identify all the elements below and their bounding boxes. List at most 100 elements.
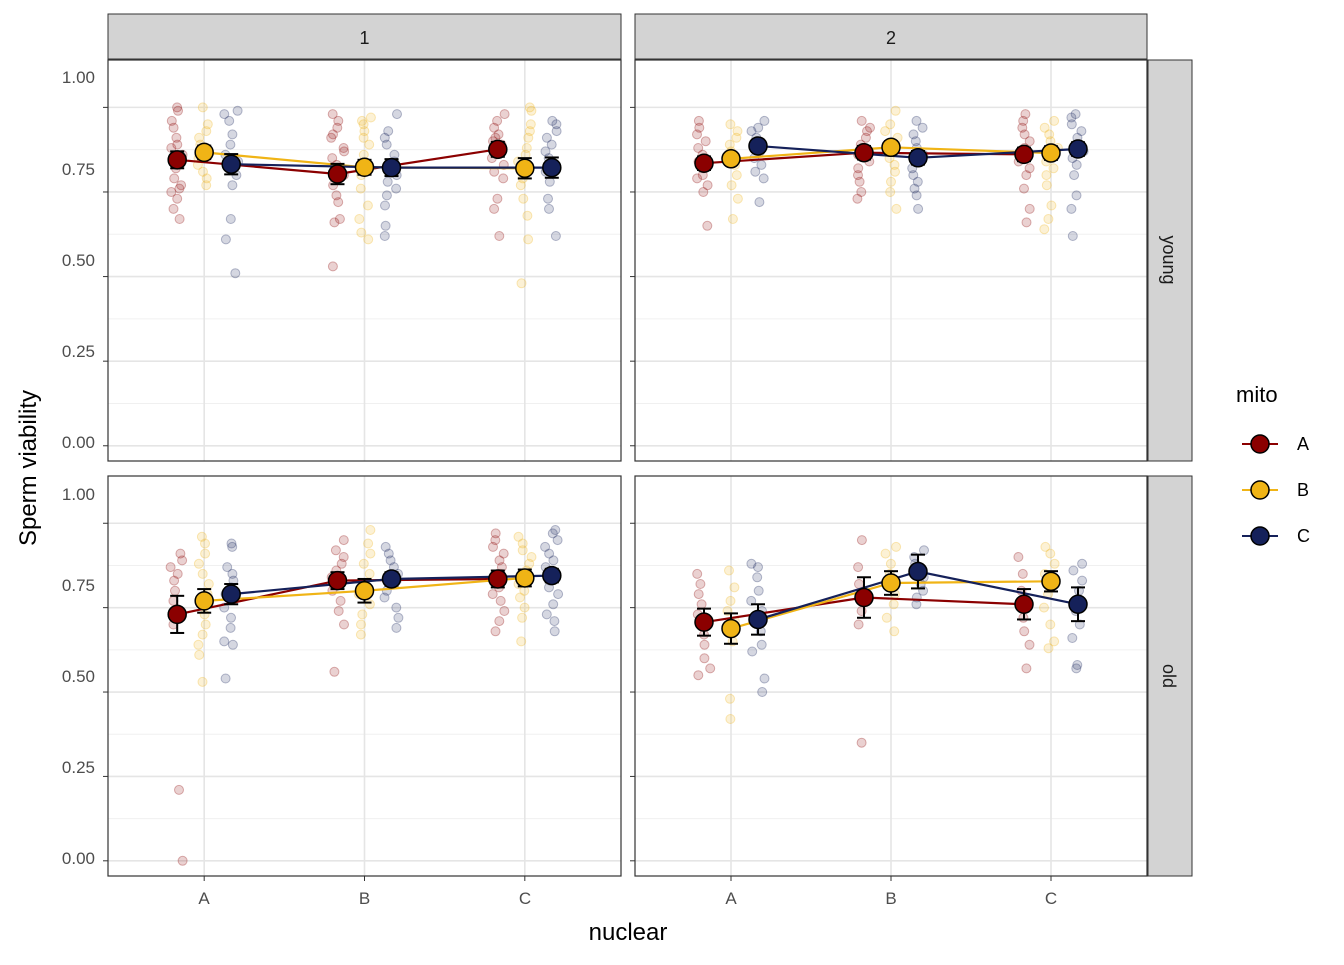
raw-point-a: [488, 541, 498, 552]
legend-label-a: A: [1297, 434, 1309, 454]
raw-point-b: [526, 105, 537, 116]
raw-point-a: [335, 595, 346, 606]
y-tick-label: 0.75: [62, 160, 95, 179]
mean-point-a: [488, 569, 508, 589]
raw-point-b: [890, 166, 900, 177]
raw-point-a: [1018, 115, 1029, 126]
raw-point-b: [517, 612, 528, 623]
mean-point-c: [908, 561, 928, 582]
raw-point-c: [757, 687, 768, 697]
y-tick-label: 0.50: [62, 251, 95, 270]
raw-point-c: [1067, 633, 1078, 643]
raw-point-b: [202, 119, 213, 130]
raw-point-c: [227, 541, 238, 552]
raw-point-b: [732, 126, 743, 137]
raw-point-b: [358, 558, 369, 569]
raw-point-b: [725, 119, 736, 130]
raw-point-a: [493, 129, 504, 140]
raw-point-b: [362, 200, 373, 211]
raw-point-a: [853, 163, 864, 174]
raw-point-a: [702, 180, 713, 191]
raw-point-c: [553, 589, 564, 600]
raw-point-b: [889, 159, 900, 170]
raw-point-c: [547, 115, 558, 126]
raw-point-a: [492, 193, 503, 204]
raw-point-a: [327, 261, 338, 272]
raw-point-b: [521, 143, 532, 153]
raw-point-a: [693, 143, 704, 153]
raw-point-c: [230, 268, 241, 279]
raw-point-a: [1024, 136, 1035, 147]
raw-point-b: [522, 210, 533, 221]
raw-point-c: [391, 622, 402, 633]
raw-point-c: [911, 115, 922, 126]
raw-point-c: [908, 129, 919, 140]
raw-point-a: [695, 579, 706, 589]
raw-point-a: [1024, 639, 1035, 650]
mean-point-b: [354, 157, 375, 178]
mean-point-c: [908, 148, 928, 168]
raw-point-b: [1048, 163, 1059, 174]
raw-point-b: [197, 629, 208, 640]
x-tick-label: C: [519, 889, 531, 908]
raw-point-a: [329, 217, 340, 228]
raw-point-b: [885, 119, 896, 130]
y-tick-label: 1.00: [62, 68, 95, 87]
raw-point-c: [551, 119, 562, 130]
raw-point-c: [750, 166, 761, 177]
raw-point-a: [694, 122, 705, 133]
raw-point-b: [889, 626, 900, 637]
raw-point-a: [329, 666, 340, 677]
raw-point-a: [339, 146, 350, 157]
raw-point-b: [890, 105, 901, 116]
col-strip-2-label: 2: [886, 28, 896, 48]
raw-point-b: [523, 234, 534, 245]
mean-point-c: [748, 136, 768, 156]
raw-point-c: [912, 176, 923, 187]
raw-point-c: [911, 599, 922, 610]
mean-point-c: [542, 157, 562, 178]
raw-point-b: [354, 214, 365, 224]
raw-point-c: [753, 562, 763, 573]
raw-point-b: [358, 132, 369, 143]
raw-point-b: [525, 119, 536, 130]
raw-point-c: [381, 190, 392, 201]
raw-point-a: [853, 619, 864, 630]
panel-border: [634, 475, 1148, 877]
raw-point-c: [226, 612, 236, 623]
raw-point-b: [1041, 170, 1052, 181]
raw-point-c: [380, 200, 390, 211]
raw-point-b: [357, 609, 368, 620]
raw-point-c: [227, 639, 238, 650]
raw-point-b: [1045, 548, 1056, 559]
raw-point-b: [732, 193, 743, 204]
mean-point-c: [381, 157, 402, 178]
raw-point-a: [693, 115, 704, 126]
raw-point-a: [693, 589, 704, 600]
raw-point-b: [725, 595, 736, 606]
raw-point-a: [327, 153, 338, 164]
raw-point-b: [517, 545, 528, 556]
y-tick-label: 0.00: [62, 433, 95, 452]
raw-point-b: [1039, 224, 1050, 235]
raw-point-c: [383, 126, 394, 137]
raw-point-c: [753, 585, 764, 596]
raw-point-a: [333, 197, 344, 208]
raw-point-a: [856, 737, 867, 748]
raw-point-a: [693, 670, 704, 681]
raw-point-a: [1024, 203, 1035, 214]
raw-point-b: [359, 126, 370, 137]
raw-point-b: [725, 693, 735, 704]
raw-point-c: [908, 170, 919, 181]
y-tick-label: 0.75: [62, 576, 95, 595]
col-strip-1: 1: [107, 13, 622, 60]
raw-point-a: [172, 193, 183, 204]
raw-point-c: [380, 220, 391, 231]
raw-point-b: [200, 538, 210, 549]
raw-point-b: [1041, 180, 1052, 191]
raw-point-b: [201, 173, 212, 184]
raw-point-a: [165, 562, 176, 573]
panel-border: [107, 475, 622, 877]
mean-point-a: [1014, 144, 1034, 165]
